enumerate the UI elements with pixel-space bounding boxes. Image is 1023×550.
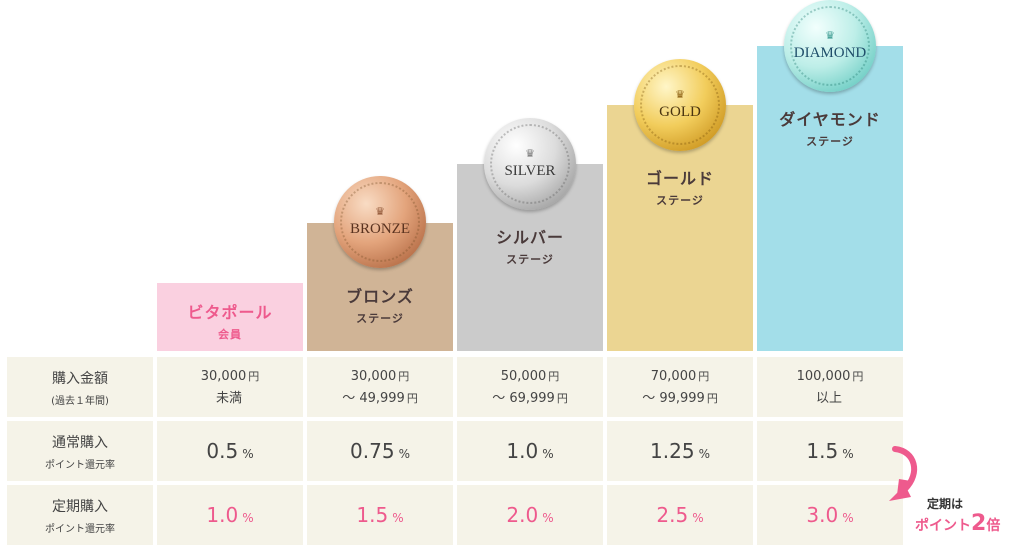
regular-rate-diamond: 1.5% — [757, 421, 903, 481]
tier-sub: ステージ — [506, 253, 554, 266]
row-label-subscription-rate: 定期購入 ポイント還元率 — [7, 485, 153, 545]
purchase-amount-diamond: 100,000 円 以上 — [757, 357, 903, 417]
rate-value: 1.25 — [650, 439, 695, 463]
percent-unit: % — [698, 447, 710, 461]
row-label-purchase-amount: 購入金額 (過去１年間) — [7, 357, 153, 417]
percent-unit: % — [242, 447, 254, 461]
curved-arrow-icon — [889, 446, 917, 501]
tier-name: シルバー — [495, 228, 564, 247]
row-label-title: 通常購入 — [52, 434, 108, 451]
yen-unit: 円 — [556, 392, 568, 405]
regular-rate-gold: 1.25% — [607, 421, 753, 481]
rate-value: 1.0 — [206, 503, 239, 527]
percent-unit: % — [842, 511, 854, 525]
tier-sub: 会員 — [218, 328, 242, 341]
diamond-medal-icon: ♛ DIAMOND — [784, 0, 876, 92]
percent-unit: % — [398, 447, 410, 461]
percent-unit: % — [242, 511, 254, 525]
purchase-amount-silver: 50,000 円 〜 69,999 円 — [457, 357, 603, 417]
yen-unit: 円 — [406, 392, 418, 405]
tier-name: ダイヤモンド — [779, 110, 881, 129]
callout-line1: 定期は — [927, 497, 964, 511]
percent-unit: % — [542, 511, 554, 525]
amount-value: 50,000 — [500, 369, 547, 384]
silver-medal-icon: ♛ SILVER — [484, 118, 576, 210]
regular-rate-vitapole: 0.5% — [157, 421, 303, 481]
amount-range: 〜 99,999 — [642, 391, 705, 406]
amount-value: 30,000 — [350, 369, 397, 384]
callout-line2: ポイント2倍 — [915, 511, 1000, 536]
tier-sub: ステージ — [356, 312, 404, 325]
yen-unit: 円 — [852, 370, 864, 383]
row-label-subtitle: ポイント還元率 — [45, 523, 115, 535]
callout-multiplier: 2 — [971, 511, 987, 536]
amount-range: 〜 69,999 — [492, 391, 555, 406]
subscription-rate-vitapole: 1.0% — [157, 485, 303, 545]
tier-sub: ステージ — [806, 135, 854, 148]
subscription-rate-gold: 2.5% — [607, 485, 753, 545]
gold-medal-icon: ♛ GOLD — [634, 59, 726, 151]
amount-value: 100,000 — [796, 369, 851, 384]
yen-unit: 円 — [248, 370, 260, 383]
yen-unit: 円 — [398, 370, 410, 383]
subscription-rate-bronze: 1.5% — [307, 485, 453, 545]
regular-rate-silver: 1.0% — [457, 421, 603, 481]
double-points-callout: 定期は ポイント2倍 — [875, 443, 1023, 543]
amount-value: 70,000 — [650, 369, 697, 384]
percent-unit: % — [542, 447, 554, 461]
yen-unit: 円 — [706, 392, 718, 405]
amount-range: 〜 49,999 — [342, 391, 405, 406]
row-label-regular-rate: 通常購入 ポイント還元率 — [7, 421, 153, 481]
amount-value: 30,000 — [200, 369, 247, 384]
yen-unit: 円 — [698, 370, 710, 383]
rate-value: 1.5 — [806, 439, 839, 463]
tier-header-silver: シルバー ステージ — [457, 164, 603, 351]
tier-sub: ステージ — [656, 194, 704, 207]
amount-range: 以上 — [815, 391, 842, 406]
percent-unit: % — [842, 447, 854, 461]
regular-rate-bronze: 0.75% — [307, 421, 453, 481]
subscription-rate-silver: 2.0% — [457, 485, 603, 545]
purchase-amount-vitapole: 30,000 円 未満 — [157, 357, 303, 417]
rate-value: 0.5 — [206, 439, 239, 463]
bronze-medal-icon: ♛ BRONZE — [334, 176, 426, 268]
tier-name: ブロンズ — [346, 287, 414, 306]
rate-value: 0.75 — [350, 439, 395, 463]
row-label-subtitle: ポイント還元率 — [45, 459, 115, 471]
rate-value: 3.0 — [806, 503, 839, 527]
purchase-amount-bronze: 30,000 円 〜 49,999 円 — [307, 357, 453, 417]
percent-unit: % — [392, 511, 404, 525]
tier-name: ゴールド — [645, 169, 714, 188]
subscription-rate-diamond: 3.0% — [757, 485, 903, 545]
tier-header-diamond: ダイヤモンド ステージ — [757, 46, 903, 351]
rate-value: 2.0 — [506, 503, 539, 527]
tier-header-vitapole: ビタポール 会員 — [157, 283, 303, 351]
amount-range: 未満 — [215, 391, 242, 406]
row-label-title: 定期購入 — [52, 498, 108, 515]
tier-name: ビタポール — [187, 303, 273, 322]
rate-value: 1.5 — [356, 503, 389, 527]
rate-value: 1.0 — [506, 439, 539, 463]
purchase-amount-gold: 70,000 円 〜 99,999 円 — [607, 357, 753, 417]
callout-suffix: 倍 — [986, 518, 1001, 534]
callout-prefix: ポイント — [915, 518, 971, 534]
row-label-title: 購入金額 — [52, 370, 108, 387]
row-label-subtitle: (過去１年間) — [51, 395, 109, 407]
yen-unit: 円 — [548, 370, 560, 383]
percent-unit: % — [692, 511, 704, 525]
rate-value: 2.5 — [656, 503, 689, 527]
